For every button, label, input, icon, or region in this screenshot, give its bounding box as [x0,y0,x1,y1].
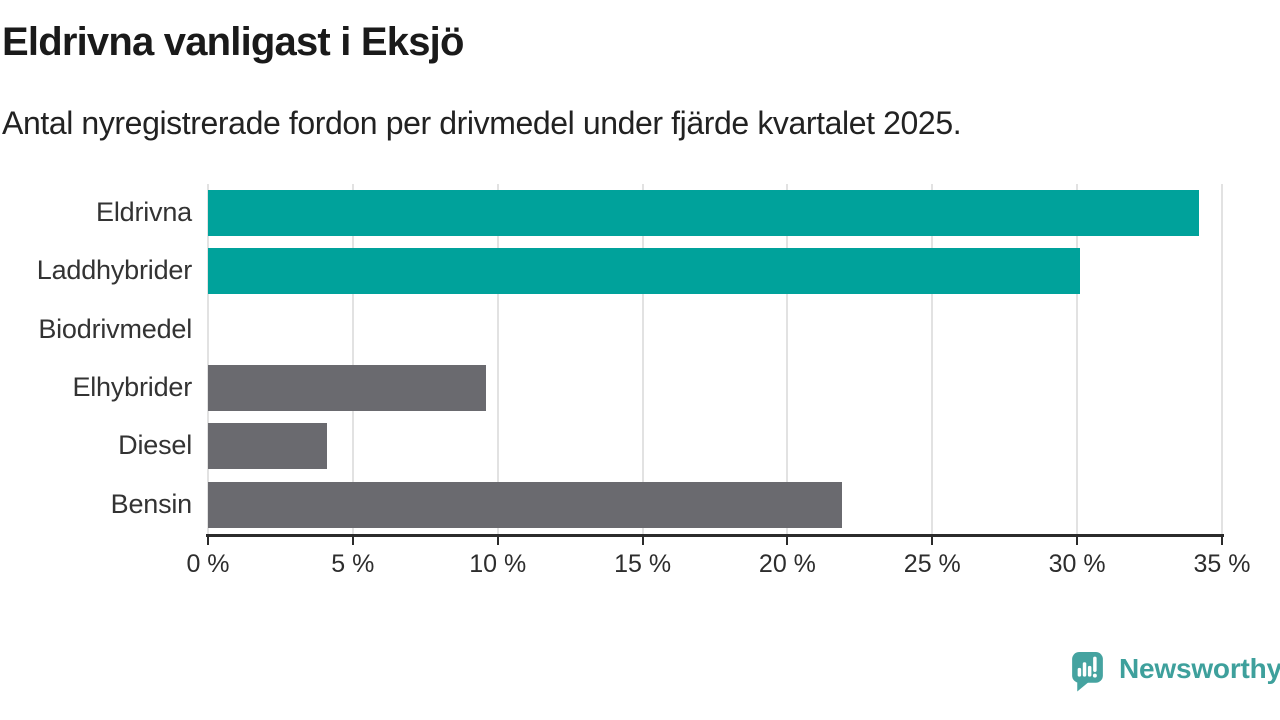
gridline-0 [207,184,209,534]
x-axis-tick-label-35: 35 % [1193,550,1251,578]
chart-row-laddhybrider: Laddhybrider [0,242,1280,300]
category-label-eldrivna: Eldrivna [96,197,192,228]
chart-row-diesel: Diesel [0,417,1280,475]
bar-laddhybrider [208,248,1081,295]
category-label-biodrivmedel: Biodrivmedel [38,313,192,344]
gridline-20 [786,184,789,534]
x-axis-tick-label-5: 5 % [331,550,375,578]
gridline-5 [351,184,354,534]
bar-rows: Eldrivna Laddhybrider Biodrivmedel Elhybrid… [0,184,1280,534]
bar-chart: Eldrivna Laddhybrider Biodrivmedel Elhybrid… [0,184,1280,584]
x-axis-tick-20 [786,536,789,545]
bar-bensin [208,481,843,528]
chart-row-biodrivmedel: Biodrivmedel [0,301,1280,359]
x-axis-tick-label-15: 15 % [614,550,672,578]
chart-row-elhybrider: Elhybrider [0,359,1280,417]
gridline-25 [931,184,934,534]
x-axis-line [206,534,1224,537]
bar-diesel [208,423,327,470]
x-axis-tick-label-20: 20 % [758,550,816,578]
chart-row-bensin: Bensin [0,476,1280,534]
newsworthy-wordmark: Newsworthy [1119,653,1280,684]
bar-eldrivna [208,190,1199,237]
gridline-30 [1076,184,1079,534]
x-axis-tick-10 [496,536,499,545]
x-axis-tick-label-0: 0 % [186,550,230,578]
x-axis-tick-25 [931,536,934,545]
x-axis-tick-label-30: 30 % [1048,550,1106,578]
x-axis-tick-35 [1221,536,1223,545]
newsworthy-icon [1072,652,1103,692]
x-axis-tick-0 [207,536,209,545]
x-axis-tick-label-10: 10 % [469,550,527,578]
category-label-diesel: Diesel [118,430,192,461]
gridline-15 [641,184,644,534]
category-label-laddhybrider: Laddhybrider [36,255,192,286]
x-axis-tick-15 [641,536,644,545]
gridline-35 [1221,184,1223,534]
chart-subtitle: Antal nyregistrerade fordon per drivmede… [2,105,962,141]
category-label-bensin: Bensin [110,488,193,519]
bar-elhybrider [208,365,487,412]
gridline-10 [496,184,499,534]
category-label-elhybrider: Elhybrider [72,372,192,403]
x-axis-tick-5 [351,536,354,545]
x-axis-tick-30 [1076,536,1079,545]
newsworthy-logo[interactable]: Newsworthy [1072,652,1280,693]
chart-row-eldrivna: Eldrivna [0,184,1280,242]
x-axis-tick-label-25: 25 % [903,550,961,578]
chart-title: Eldrivna vanligast i Eksjö [2,20,464,64]
plot-area [207,184,1223,534]
